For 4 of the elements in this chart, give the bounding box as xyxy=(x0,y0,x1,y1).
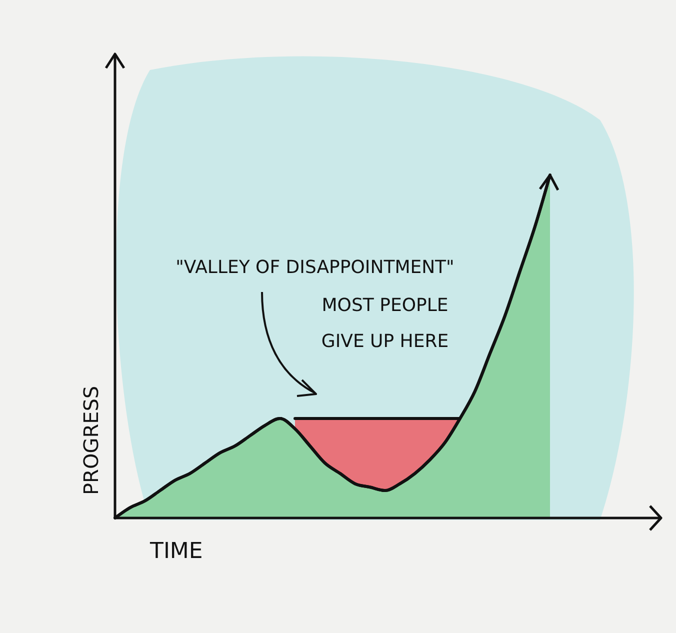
annotation: "VALLEY OF DISAPPOINTMENT" xyxy=(176,257,454,278)
y-axis-title: PROGRESS xyxy=(79,386,103,495)
annotation: MOST PEOPLE GIVE UP HERE xyxy=(321,295,449,352)
x-axis-title: TIME xyxy=(149,539,203,564)
